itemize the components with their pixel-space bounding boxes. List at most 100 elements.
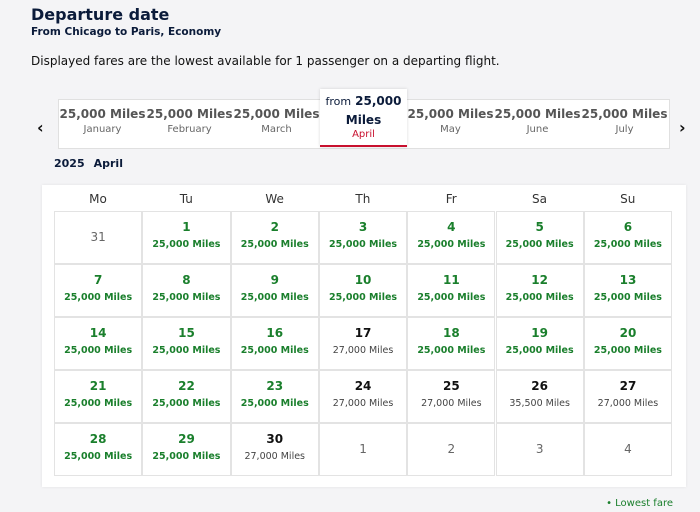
day-fare: 25,000 Miles <box>505 345 574 356</box>
day-cell[interactable]: 6 25,000 Miles <box>583 211 673 264</box>
tab-fare-value: 25,000 Miles <box>59 107 146 121</box>
prev-arrow[interactable]: ‹ <box>37 118 44 137</box>
day-number: 15 <box>178 326 195 340</box>
day-cell[interactable]: 3 25,000 Miles <box>318 211 408 264</box>
tab-fare: 25,000 Miles <box>581 107 668 121</box>
month-tab[interactable]: 25,000 Miles May <box>407 100 494 148</box>
tab-month: March <box>261 124 292 135</box>
day-number: 1 <box>182 220 191 234</box>
day-fare: 25,000 Miles <box>240 239 309 250</box>
weekday: Tu <box>179 192 193 206</box>
day-cell[interactable]: 20 25,000 Miles <box>583 317 673 370</box>
day-cell[interactable]: 19 25,000 Miles <box>495 317 584 370</box>
day-cell: 3 <box>495 423 584 476</box>
day-cell[interactable]: 24 27,000 Miles <box>318 370 408 423</box>
day-cell[interactable]: 5 25,000 Miles <box>495 211 584 264</box>
note: Displayed fares are the lowest available… <box>31 54 500 68</box>
day-number: 2 <box>447 442 456 456</box>
day-fare: 25,000 Miles <box>152 292 221 303</box>
day-fare: 25,000 Miles <box>593 345 662 356</box>
day-cell[interactable]: 18 25,000 Miles <box>407 317 496 370</box>
day-cell[interactable]: 4 25,000 Miles <box>407 211 496 264</box>
month-tab[interactable]: 25,000 Miles February <box>146 100 233 148</box>
day-fare: 25,000 Miles <box>152 239 221 250</box>
day-fare: 25,000 Miles <box>152 398 221 409</box>
day-fare: 35,500 Miles <box>509 398 570 409</box>
tab-fare: from 25,000 Miles <box>323 92 405 129</box>
day-cell: 1 <box>318 423 408 476</box>
day-cell[interactable]: 14 25,000 Miles <box>54 317 143 370</box>
day-fare: 25,000 Miles <box>329 239 398 250</box>
day-number: 1 <box>359 442 367 456</box>
day-cell[interactable]: 16 25,000 Miles <box>230 317 319 370</box>
weekday: We <box>265 192 284 206</box>
tab-month: April <box>352 129 375 140</box>
year: 2025 <box>54 157 85 170</box>
day-cell[interactable]: 30 27,000 Miles <box>230 423 319 476</box>
day-number: 4 <box>447 220 456 234</box>
day-cell[interactable]: 21 25,000 Miles <box>54 370 143 423</box>
day-number: 30 <box>266 432 284 446</box>
day-fare: 25,000 Miles <box>152 345 221 356</box>
tab-fare-value: 25,000 Miles <box>146 107 233 121</box>
day-cell[interactable]: 28 25,000 Miles <box>54 423 143 476</box>
tab-fare-value: 25,000 Miles <box>345 94 402 127</box>
day-number: 14 <box>89 326 107 340</box>
month-tab[interactable]: 25,000 Miles June <box>494 100 581 148</box>
month-tab[interactable]: 25,000 Miles July <box>581 100 668 148</box>
tab-fare: 25,000 Miles <box>233 107 320 121</box>
weekday: Sa <box>532 192 547 206</box>
day-number: 18 <box>442 326 460 340</box>
month-tab[interactable]: 25,000 Miles January <box>59 100 146 148</box>
day-cell: 2 <box>407 423 496 476</box>
day-number: 21 <box>89 379 107 393</box>
day-cell[interactable]: 26 35,500 Miles <box>495 370 584 423</box>
day-number: 3 <box>358 220 368 234</box>
weekday: Su <box>620 192 636 206</box>
month-tab[interactable]: from 25,000 Miles April <box>320 89 407 147</box>
day-cell[interactable]: 23 25,000 Miles <box>230 370 319 423</box>
day-cell[interactable]: 13 25,000 Miles <box>583 264 673 317</box>
day-fare: 25,000 Miles <box>593 292 662 303</box>
day-fare: 25,000 Miles <box>64 398 133 409</box>
day-fare: 25,000 Miles <box>240 345 309 356</box>
title: Departure date <box>31 5 170 24</box>
day-fare: 27,000 Miles <box>244 451 305 462</box>
day-cell[interactable]: 15 25,000 Miles <box>142 317 231 370</box>
month-tab[interactable]: 25,000 Miles March <box>233 100 320 148</box>
day-fare: 27,000 Miles <box>421 398 482 409</box>
day-number: 6 <box>623 220 633 234</box>
month-tabs: 25,000 Miles January 25,000 Miles February 2… <box>58 89 670 149</box>
tab-fare-value: 25,000 Miles <box>233 107 320 121</box>
day-cell[interactable]: 25 27,000 Miles <box>407 370 496 423</box>
day-cell[interactable]: 7 25,000 Miles <box>54 264 143 317</box>
day-number: 25 <box>442 379 460 393</box>
day-cell[interactable]: 2 25,000 Miles <box>230 211 319 264</box>
day-number: 22 <box>178 379 195 393</box>
day-number: 12 <box>531 273 548 287</box>
day-cell[interactable]: 17 27,000 Miles <box>318 317 408 370</box>
subtitle: From Chicago to Paris, Economy <box>31 26 222 38</box>
day-cell[interactable]: 27 27,000 Miles <box>583 370 673 423</box>
day-number: 17 <box>354 326 372 340</box>
tab-fare: 25,000 Miles <box>146 107 233 121</box>
day-cell[interactable]: 22 25,000 Miles <box>142 370 231 423</box>
day-fare: 25,000 Miles <box>64 345 133 356</box>
tab-fare-value: 25,000 Miles <box>407 107 494 121</box>
day-fare: 27,000 Miles <box>597 398 659 409</box>
day-cell[interactable]: 8 25,000 Miles <box>142 264 231 317</box>
day-cell[interactable]: 9 25,000 Miles <box>230 264 319 317</box>
day-fare: 25,000 Miles <box>240 292 309 303</box>
day-number: 5 <box>535 220 544 234</box>
next-arrow[interactable]: › <box>679 118 686 137</box>
day-cell: 4 <box>583 423 673 476</box>
day-cell[interactable]: 1 25,000 Miles <box>142 211 231 264</box>
day-fare: 25,000 Miles <box>505 292 574 303</box>
day-number: 9 <box>270 273 279 287</box>
day-cell[interactable]: 29 25,000 Miles <box>142 423 231 476</box>
day-cell[interactable]: 11 25,000 Miles <box>407 264 496 317</box>
weekday: Th <box>355 192 371 206</box>
day-cell[interactable]: 12 25,000 Miles <box>495 264 584 317</box>
day-number: 26 <box>531 379 548 393</box>
day-cell[interactable]: 10 25,000 Miles <box>318 264 408 317</box>
